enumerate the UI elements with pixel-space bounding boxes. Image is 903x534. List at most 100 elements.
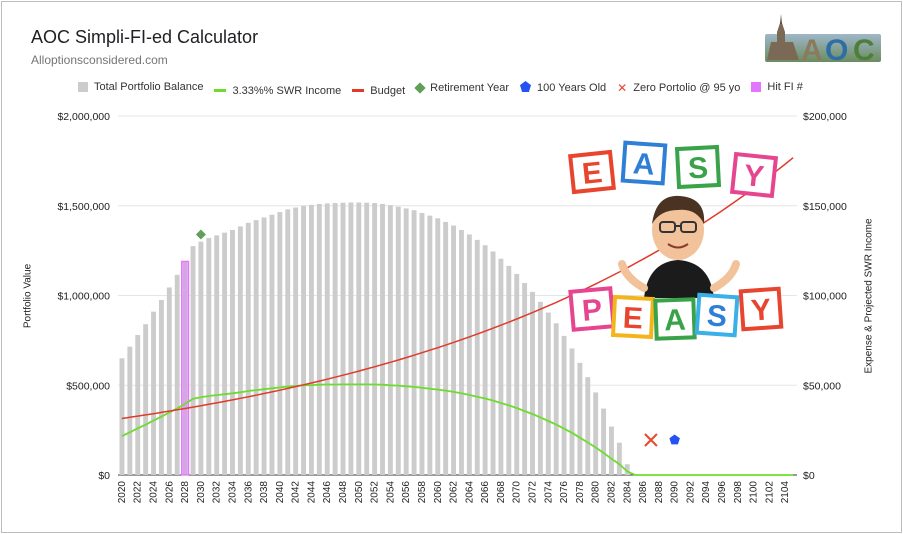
portfolio-bar — [158, 299, 164, 475]
portfolio-bar — [498, 258, 504, 475]
svg-text:A: A — [632, 147, 656, 181]
x-tick-label: 2070 — [512, 481, 523, 504]
portfolio-bar — [474, 239, 480, 475]
x-tick-label: 2068 — [496, 481, 507, 504]
portfolio-bar — [624, 464, 630, 475]
portfolio-bar — [348, 202, 354, 476]
x-tick-label: 2032 — [212, 481, 223, 504]
x-tick-label: 2078 — [575, 481, 586, 504]
x-tick-label: 2096 — [717, 481, 728, 504]
x-tick-label: 2056 — [401, 481, 412, 504]
x-tick-label: 2066 — [480, 481, 491, 504]
x-tick-label: 2050 — [354, 481, 365, 504]
portfolio-bar — [482, 245, 488, 475]
portfolio-bar — [451, 225, 456, 475]
retirement-year-marker — [195, 229, 206, 240]
portfolio-bar — [332, 203, 338, 475]
portfolio-bar — [443, 221, 449, 475]
svg-text:A: A — [801, 34, 823, 64]
portfolio-bar — [253, 220, 259, 475]
hundred-years-marker — [669, 434, 680, 445]
x-tick-label: 2040 — [275, 481, 286, 504]
portfolio-bar — [245, 222, 251, 475]
portfolio-bar — [308, 204, 314, 476]
x-tick-label: 2042 — [291, 481, 302, 504]
portfolio-bar — [427, 215, 433, 475]
legend-label-retire: Retirement Year — [430, 82, 510, 94]
portfolio-bar — [340, 202, 346, 476]
x-tick-label: 2100 — [749, 481, 760, 504]
portfolio-bar — [174, 274, 180, 475]
portfolio-bar — [182, 261, 188, 475]
y-left-tick-label: $0 — [98, 470, 110, 482]
portfolio-bar — [135, 334, 141, 475]
x-tick-label: 2048 — [338, 481, 349, 504]
portfolio-bar — [372, 203, 378, 475]
x-tick-label: 2024 — [149, 481, 160, 504]
x-tick-label: 2038 — [259, 481, 270, 504]
legend-item-hitfi: Hit FI # — [751, 81, 803, 93]
aoc-castle-logo-icon: A O C — [765, 14, 881, 64]
portfolio-bar — [206, 238, 212, 475]
portfolio-bar — [387, 205, 393, 476]
portfolio-bar — [585, 377, 591, 475]
portfolio-bar — [616, 442, 622, 475]
portfolio-bar — [356, 202, 362, 476]
portfolio-bar — [537, 301, 543, 475]
x-tick-label: 2072 — [528, 481, 539, 504]
svg-text:C: C — [853, 34, 875, 64]
portfolio-bar — [601, 408, 607, 475]
legend-item-bars: Total Portfolio Balance — [78, 81, 203, 93]
legend-label-hitfi: Hit FI # — [767, 81, 803, 93]
x-tick-label: 2084 — [622, 481, 633, 504]
x-tick-label: 2082 — [606, 481, 617, 504]
portfolio-bar — [316, 203, 322, 475]
legend-swatch-zero: ✕ — [617, 81, 628, 95]
portfolio-bar — [151, 311, 156, 475]
x-tick-label: 2102 — [764, 481, 775, 504]
x-tick-label: 2044 — [306, 481, 317, 504]
legend-label-zero: Zero Portolio @ 95 yo — [633, 82, 741, 94]
x-tick-label: 2028 — [180, 481, 191, 504]
x-tick-label: 2058 — [417, 481, 428, 504]
portfolio-bar — [435, 218, 441, 475]
x-tick-label: 2026 — [164, 481, 175, 504]
y-left-tick-label: $2,000,000 — [57, 111, 110, 123]
portfolio-bar — [411, 210, 417, 476]
portfolio-bar — [545, 312, 551, 475]
legend-item-hundred: 100 Years Old — [520, 81, 606, 95]
portfolio-bar — [214, 235, 220, 475]
portfolio-bar — [364, 202, 370, 476]
svg-text:O: O — [825, 34, 848, 64]
legend-item-swr: 3.33%% SWR Income — [214, 85, 341, 97]
portfolio-bar — [277, 212, 283, 475]
x-tick-label: 2052 — [370, 481, 381, 504]
x-tick-label: 2074 — [543, 481, 554, 504]
svg-text:P: P — [581, 293, 604, 328]
portfolio-bar — [222, 232, 228, 475]
x-tick-label: 2030 — [196, 481, 207, 504]
portfolio-bar — [466, 234, 472, 475]
portfolio-bar — [237, 226, 243, 475]
portfolio-bar — [127, 346, 133, 475]
portfolio-bar — [190, 246, 196, 475]
legend-swatch-swr — [214, 89, 227, 92]
legend-label-swr: 3.33%% SWR Income — [232, 84, 342, 97]
hit-fi-bar — [181, 260, 190, 476]
chart-legend: Total Portfolio Balance 3.33%% SWR Income… — [78, 81, 814, 97]
portfolio-bar — [380, 203, 385, 475]
x-tick-label: 2094 — [701, 481, 712, 504]
portfolio-bar — [261, 217, 267, 476]
svg-text:E: E — [622, 301, 644, 335]
x-tick-label: 2062 — [449, 481, 460, 504]
y-right-tick-label: $200,000 — [803, 111, 847, 123]
legend-swatch-hitfi — [751, 82, 762, 92]
portfolio-bar — [609, 426, 614, 475]
x-tick-label: 2054 — [385, 481, 396, 504]
portfolio-bar — [514, 273, 520, 475]
portfolio-bar — [553, 323, 559, 475]
portfolio-bar — [293, 207, 299, 476]
y-left-tick-label: $1,000,000 — [57, 291, 110, 303]
x-tick-label: 2080 — [591, 481, 602, 504]
